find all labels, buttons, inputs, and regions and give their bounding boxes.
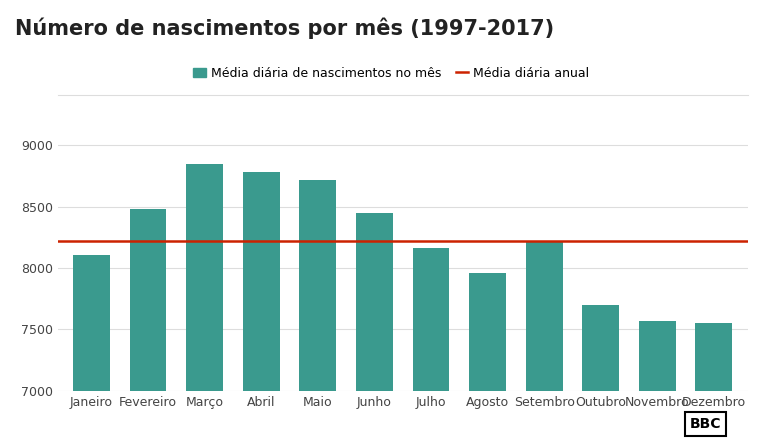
Bar bbox=[243, 172, 280, 444]
Bar bbox=[73, 254, 110, 444]
Legend: Média diária de nascimentos no mês, Média diária anual: Média diária de nascimentos no mês, Médi… bbox=[188, 62, 594, 85]
Bar bbox=[186, 164, 223, 444]
Bar bbox=[525, 241, 562, 444]
Bar bbox=[299, 180, 336, 444]
Bar bbox=[469, 273, 506, 444]
Bar bbox=[130, 209, 166, 444]
Bar bbox=[413, 249, 449, 444]
Text: BBC: BBC bbox=[690, 417, 722, 431]
Bar bbox=[356, 213, 393, 444]
Bar bbox=[639, 321, 676, 444]
Bar bbox=[696, 323, 732, 444]
Bar bbox=[582, 305, 619, 444]
Text: Número de nascimentos por mês (1997-2017): Número de nascimentos por mês (1997-2017… bbox=[15, 18, 555, 39]
